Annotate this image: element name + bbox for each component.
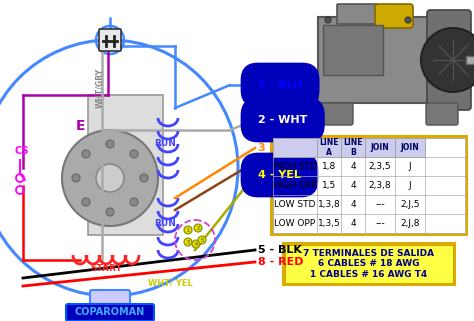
Text: 3: 3 bbox=[186, 240, 190, 245]
Bar bbox=[395, 138, 425, 157]
Circle shape bbox=[421, 28, 474, 92]
Bar bbox=[365, 138, 395, 157]
Text: 2,J,5: 2,J,5 bbox=[400, 200, 420, 209]
Text: 7 TERMINALES DE SALIDA
6 CABLES # 18 AWG
1 CABLES # 16 AWG T4: 7 TERMINALES DE SALIDA 6 CABLES # 18 AWG… bbox=[303, 249, 435, 279]
Circle shape bbox=[192, 240, 200, 248]
Circle shape bbox=[194, 224, 202, 232]
Text: HIGH STD: HIGH STD bbox=[273, 162, 317, 171]
Circle shape bbox=[72, 174, 80, 182]
Text: WHT/ YEL: WHT/ YEL bbox=[148, 279, 193, 288]
Circle shape bbox=[62, 130, 158, 226]
Text: LOW OPP: LOW OPP bbox=[274, 219, 316, 228]
Text: 5: 5 bbox=[201, 238, 203, 243]
Circle shape bbox=[325, 17, 331, 23]
Text: 1,3,5: 1,3,5 bbox=[318, 219, 340, 228]
FancyBboxPatch shape bbox=[318, 17, 438, 103]
Text: RUN: RUN bbox=[154, 139, 176, 148]
Bar bbox=[273, 138, 465, 233]
FancyBboxPatch shape bbox=[323, 25, 383, 75]
Circle shape bbox=[106, 140, 114, 148]
Bar bbox=[282, 242, 456, 286]
FancyBboxPatch shape bbox=[99, 29, 121, 51]
Bar bbox=[466, 56, 474, 64]
Text: 4: 4 bbox=[350, 181, 356, 190]
Text: JOIN: JOIN bbox=[401, 143, 419, 152]
Text: 5 - BLK: 5 - BLK bbox=[258, 245, 302, 255]
Text: 2,3,8: 2,3,8 bbox=[369, 181, 392, 190]
Text: HIGH OPP: HIGH OPP bbox=[273, 181, 317, 190]
Text: 2: 2 bbox=[196, 226, 200, 231]
FancyBboxPatch shape bbox=[337, 4, 377, 24]
Text: START: START bbox=[90, 264, 122, 273]
Text: 1,8: 1,8 bbox=[322, 162, 336, 171]
Text: 3 - ORG: 3 - ORG bbox=[258, 143, 305, 153]
Text: LINE
A: LINE A bbox=[319, 138, 339, 157]
Circle shape bbox=[130, 150, 138, 158]
Text: 1 - BLU: 1 - BLU bbox=[258, 80, 302, 90]
Text: 2 - WHT: 2 - WHT bbox=[258, 115, 307, 125]
Text: J: J bbox=[409, 181, 411, 190]
Circle shape bbox=[405, 17, 411, 23]
FancyBboxPatch shape bbox=[375, 4, 413, 28]
Text: J: J bbox=[409, 162, 411, 171]
Circle shape bbox=[96, 164, 124, 192]
Text: 2,J,8: 2,J,8 bbox=[400, 219, 420, 228]
Text: E: E bbox=[76, 119, 85, 133]
Text: 2,3,5: 2,3,5 bbox=[369, 162, 392, 171]
Text: 1: 1 bbox=[186, 228, 190, 233]
Text: LINE
B: LINE B bbox=[343, 138, 363, 157]
Bar bbox=[88, 95, 163, 235]
FancyBboxPatch shape bbox=[426, 103, 458, 125]
Circle shape bbox=[184, 226, 192, 234]
Text: JOIN: JOIN bbox=[371, 143, 389, 152]
Text: J - BRN: J - BRN bbox=[258, 157, 301, 167]
Circle shape bbox=[184, 238, 192, 246]
Bar bbox=[341, 138, 365, 157]
Text: 1,3,8: 1,3,8 bbox=[318, 200, 340, 209]
Text: 1,5: 1,5 bbox=[322, 181, 336, 190]
Circle shape bbox=[140, 174, 148, 182]
Text: 4: 4 bbox=[350, 162, 356, 171]
Bar bbox=[273, 138, 317, 157]
FancyBboxPatch shape bbox=[90, 290, 130, 310]
FancyBboxPatch shape bbox=[66, 304, 154, 321]
Text: ---: --- bbox=[375, 200, 385, 209]
Text: ---: --- bbox=[375, 219, 385, 228]
Text: 4: 4 bbox=[194, 242, 198, 247]
Circle shape bbox=[82, 198, 90, 206]
Text: CS: CS bbox=[15, 146, 29, 156]
Bar bbox=[270, 135, 468, 236]
Circle shape bbox=[106, 208, 114, 216]
Bar bbox=[285, 245, 453, 283]
Text: 4: 4 bbox=[350, 219, 356, 228]
Text: 4 - YEL: 4 - YEL bbox=[258, 170, 301, 180]
Text: WHT/GRY: WHT/GRY bbox=[95, 68, 104, 108]
Text: COPAROMAN: COPAROMAN bbox=[75, 307, 145, 317]
FancyBboxPatch shape bbox=[321, 103, 353, 125]
Text: LOW STD: LOW STD bbox=[274, 200, 316, 209]
Text: 4: 4 bbox=[350, 200, 356, 209]
FancyBboxPatch shape bbox=[427, 10, 471, 110]
Circle shape bbox=[130, 198, 138, 206]
Circle shape bbox=[82, 150, 90, 158]
Circle shape bbox=[198, 236, 206, 244]
Text: RUN: RUN bbox=[154, 219, 176, 228]
Text: 8 - RED: 8 - RED bbox=[258, 257, 303, 267]
Bar bbox=[317, 138, 341, 157]
